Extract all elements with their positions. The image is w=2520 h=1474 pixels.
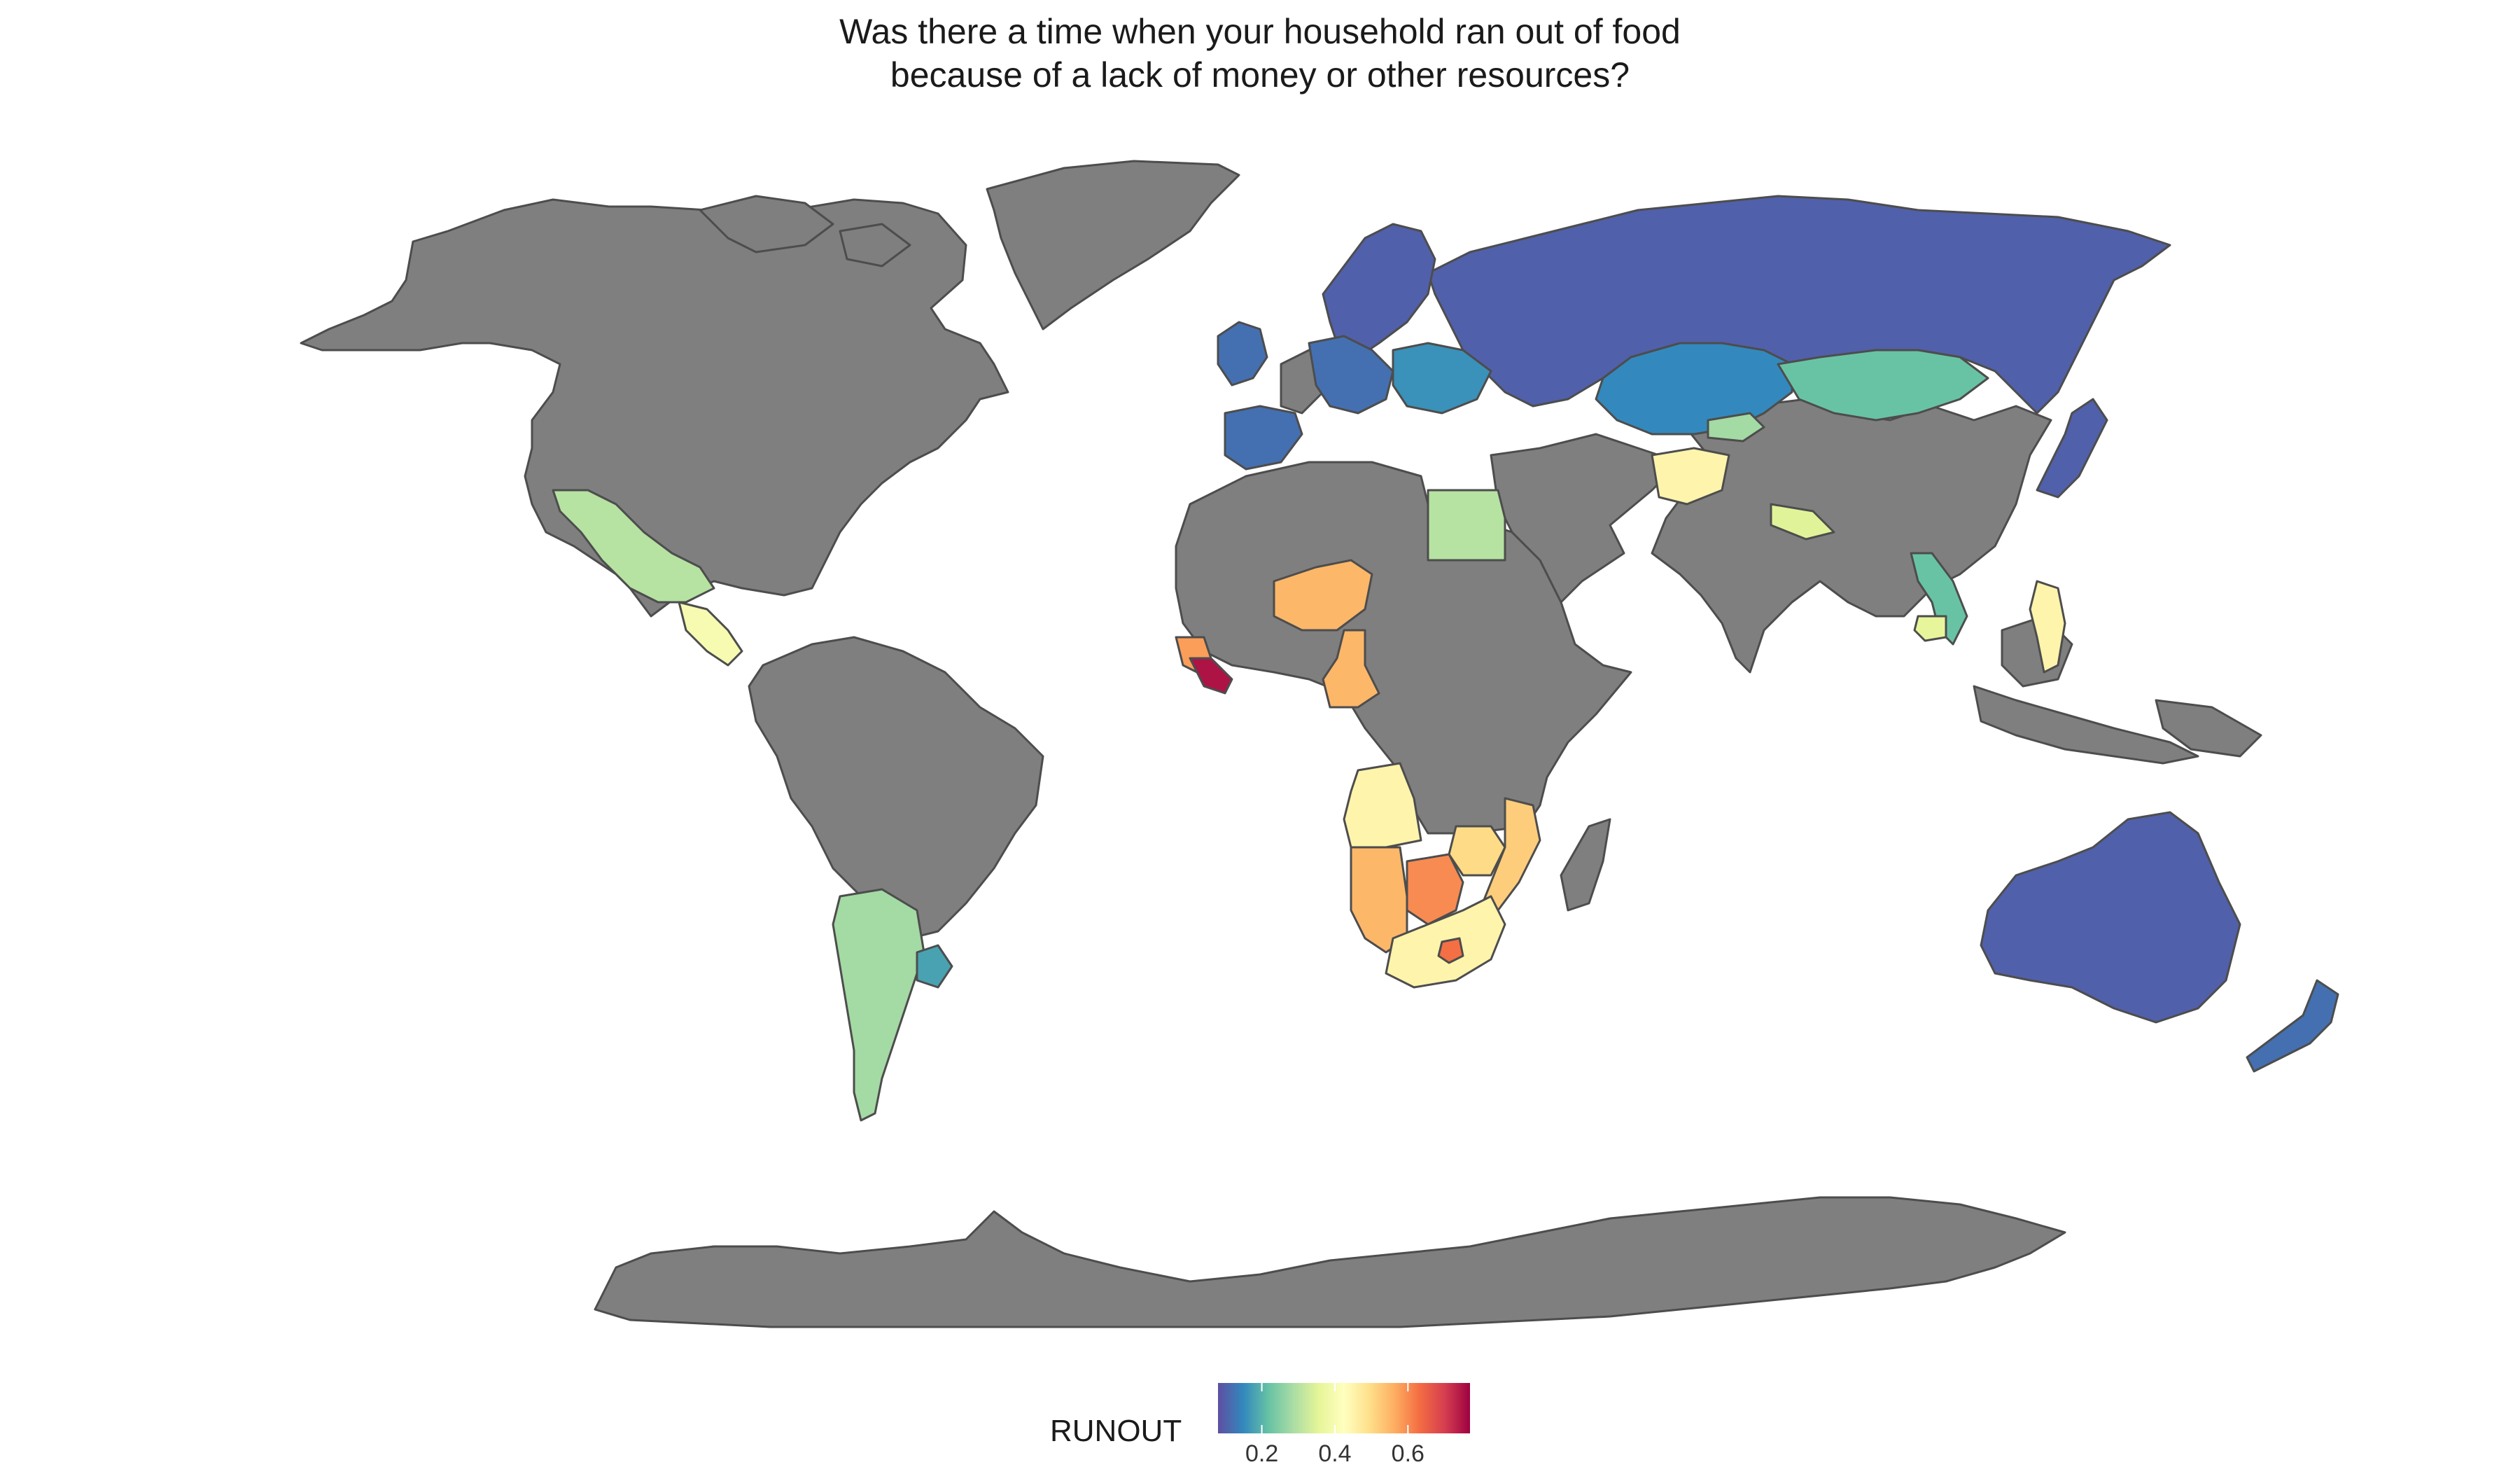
data-countries — [552, 195, 2339, 1122]
region-uruguay — [916, 944, 953, 989]
new-guinea — [2155, 699, 2262, 758]
region-liberia — [1189, 657, 1233, 695]
map-title-line-1: Was there a time when your household ran… — [839, 12, 1681, 51]
region-kazakhstan — [1595, 342, 1793, 436]
middle-east-landmass — [1490, 433, 1681, 604]
region-philippines — [2029, 580, 2066, 674]
region-mongolia — [1777, 349, 1989, 422]
region-united-kingdom — [1217, 321, 1268, 387]
legend-tick-label: 0.4 — [1318, 1440, 1352, 1467]
map-title-line-2: because of a lack of money or other reso… — [890, 55, 1630, 95]
color-legend: RUNOUT 0.2 0.4 0.6 — [1050, 1383, 1540, 1467]
region-vietnam — [1910, 552, 1968, 646]
region-cambodia — [1913, 615, 1947, 642]
antarctica — [594, 1196, 2066, 1328]
region-kyrgyzstan — [1707, 412, 1765, 443]
region-japan — [2036, 398, 2108, 499]
region-russia — [1427, 195, 2171, 415]
region-egypt — [1427, 489, 1506, 562]
north-america-landmass — [300, 198, 1009, 618]
region-zimbabwe — [1448, 825, 1506, 877]
map-title: Was there a time when your household ran… — [0, 10, 2520, 97]
region-lesotho — [1437, 937, 1464, 964]
region-eastern-europe — [1392, 342, 1492, 415]
legend-colorbar — [1218, 1383, 1470, 1433]
region-nepal — [1770, 503, 1835, 541]
region-niger — [1273, 559, 1373, 632]
region-mexico — [552, 489, 715, 604]
region-afghanistan — [1651, 447, 1730, 506]
region-central-europe — [1308, 335, 1394, 415]
indonesia-islands — [1973, 685, 2199, 765]
no-data-countries — [300, 160, 2262, 1328]
asia-landmass — [1651, 398, 2052, 674]
region-spain — [1224, 405, 1303, 471]
region-new-zealand — [2246, 979, 2339, 1073]
legend-title: RUNOUT — [1050, 1414, 1182, 1448]
south-america-landmass — [748, 636, 1044, 940]
region-australia — [1980, 811, 2241, 1024]
legend-tick-label: 0.2 — [1245, 1440, 1279, 1467]
legend-gradient — [1218, 1383, 1470, 1433]
region-argentina — [832, 888, 925, 1122]
arctic-islands — [699, 195, 911, 267]
greenland — [986, 160, 1240, 331]
region-cameroon — [1322, 629, 1380, 709]
region-central-america — [678, 601, 743, 667]
legend-tick-label: 0.6 — [1391, 1440, 1424, 1467]
madagascar — [1560, 818, 1611, 912]
